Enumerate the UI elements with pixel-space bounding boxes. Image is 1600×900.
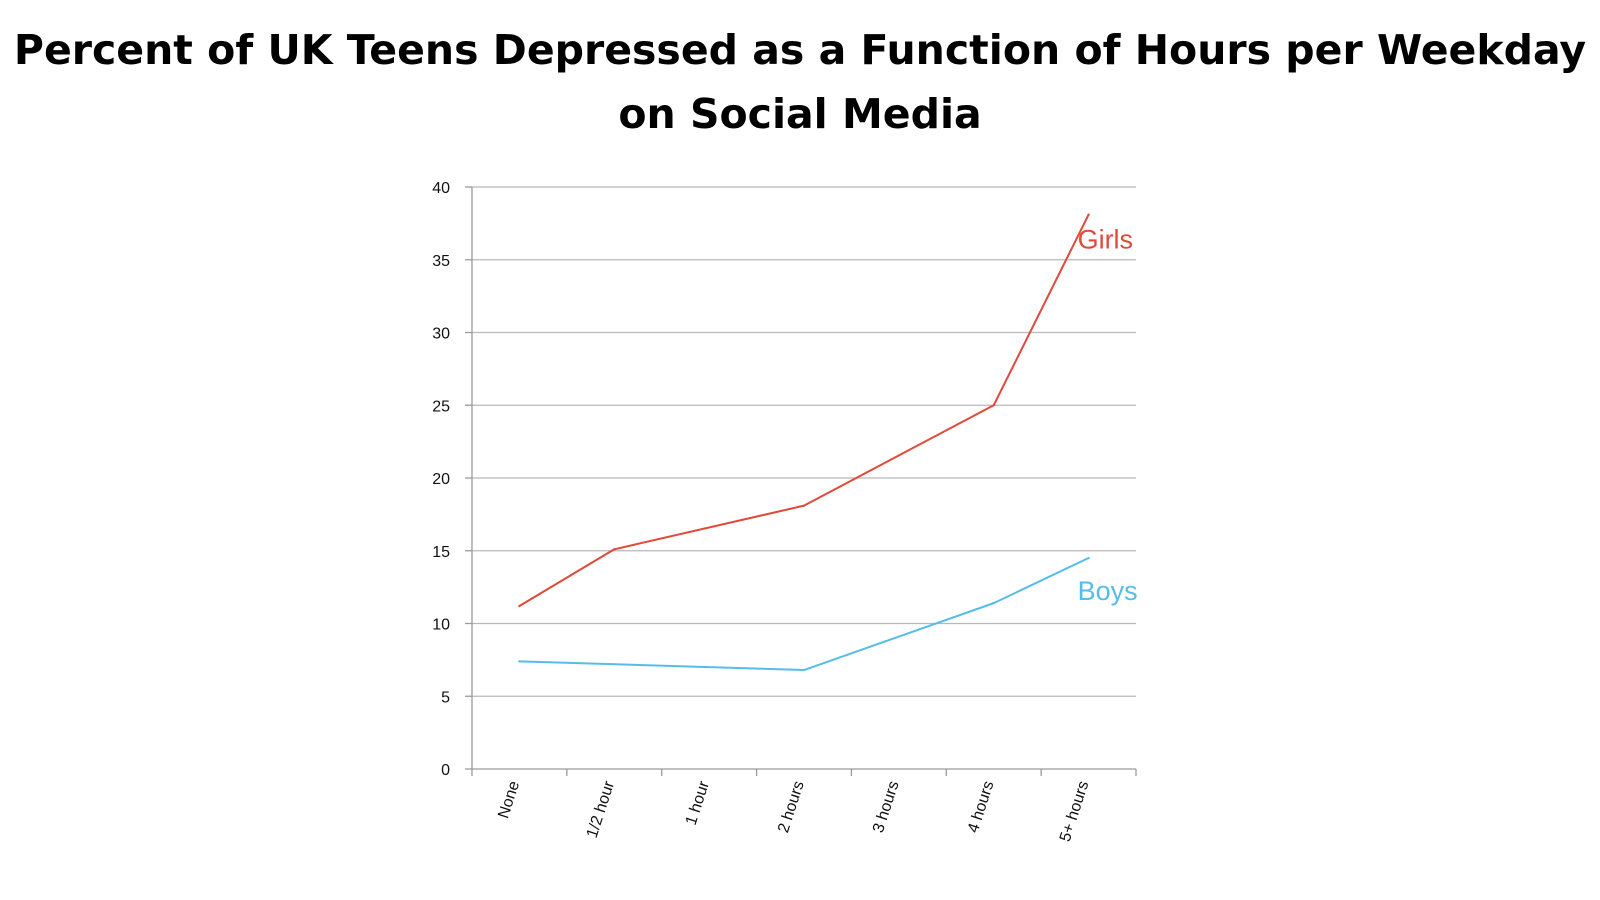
y-tick-label: 30 (432, 326, 450, 343)
data-point-girls (802, 504, 806, 507)
data-point-boys (802, 668, 806, 672)
y-tick-label: 5 (441, 689, 450, 706)
y-tick-label: 40 (432, 180, 450, 197)
data-point-girls (1087, 213, 1090, 216)
y-tick-label: 35 (432, 253, 450, 270)
data-point-boys (1087, 556, 1090, 560)
y-tick-label: 0 (441, 762, 450, 779)
series-label-boys: Boys (1078, 576, 1138, 606)
x-tick-label: 3 hours (870, 779, 903, 835)
data-point-boys (518, 660, 521, 663)
x-tick-label: 2 hours (775, 779, 808, 835)
series-line-girls (518, 214, 1090, 607)
x-tick-label: 5+ hours (1057, 779, 1093, 844)
series-label-girls: Girls (1078, 225, 1134, 255)
data-point-boys (992, 601, 995, 605)
y-tick-label: 20 (432, 471, 450, 488)
y-tick-label: 15 (432, 544, 450, 561)
x-tick-label: 1 hour (683, 778, 713, 827)
data-point-girls (613, 548, 616, 551)
y-tick-label: 25 (432, 398, 450, 415)
x-tick-label: 1/2 hour (584, 778, 619, 840)
chart-title-line-1: Percent of UK Teens Depressed as a Funct… (13, 26, 1587, 74)
chart-title: Percent of UK Teens Depressed as a Funct… (0, 18, 1600, 146)
x-tick-label: None (495, 779, 523, 821)
data-point-girls (518, 604, 521, 608)
x-tick-label: 4 hours (965, 779, 998, 835)
y-tick-label: 10 (432, 617, 450, 634)
data-point-girls (992, 404, 995, 407)
chart-title-line-2: on Social Media (618, 90, 982, 138)
series-line-boys (519, 557, 1090, 672)
